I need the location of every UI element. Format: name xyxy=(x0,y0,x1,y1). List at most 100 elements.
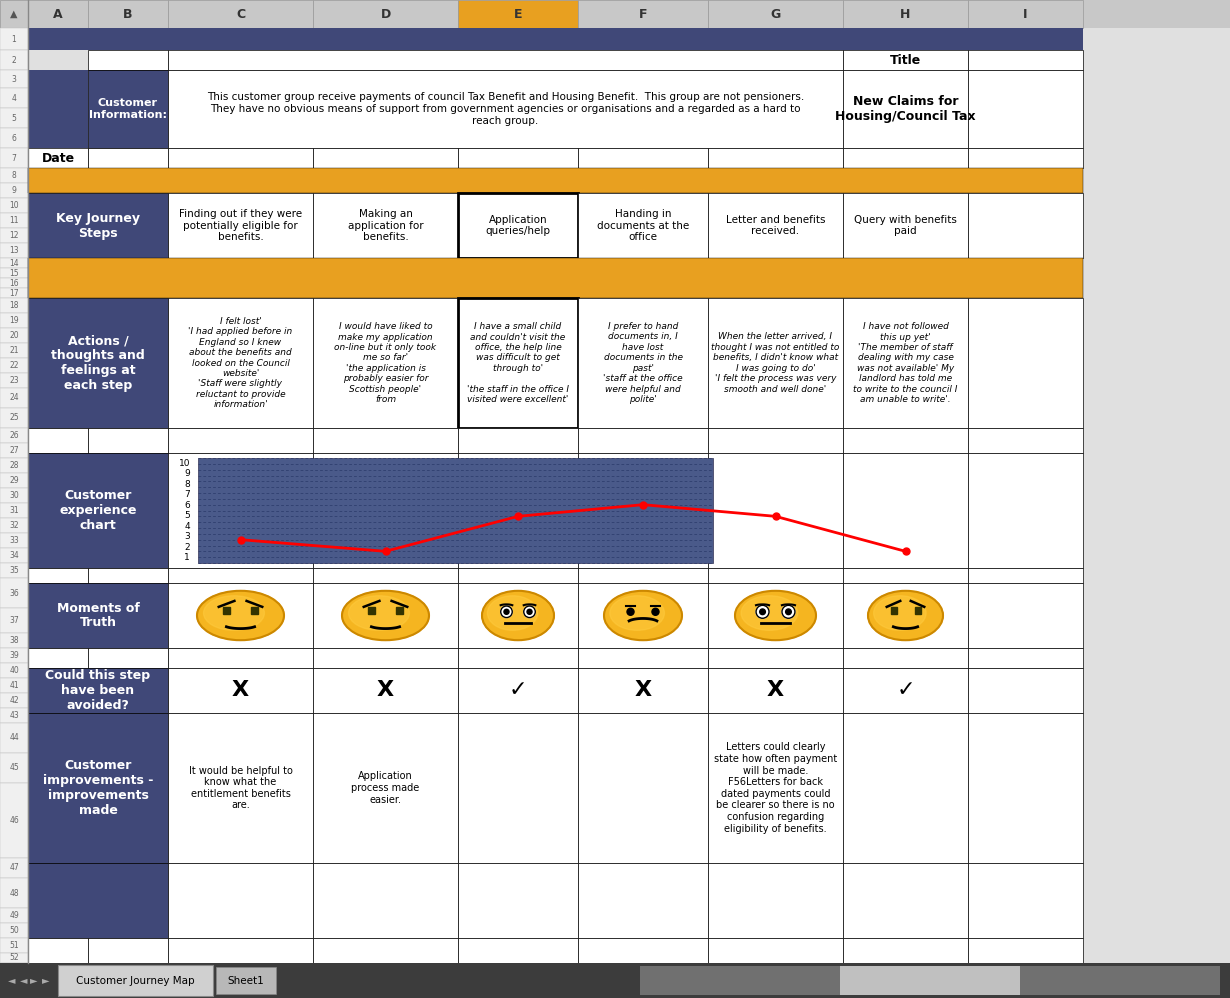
Text: 40: 40 xyxy=(9,666,18,675)
Bar xyxy=(312,568,458,583)
Bar xyxy=(28,168,1082,193)
Bar xyxy=(458,193,578,258)
Bar xyxy=(0,473,28,488)
Text: Customer
Information:: Customer Information: xyxy=(89,98,167,120)
Bar xyxy=(578,453,708,568)
Bar xyxy=(458,863,578,938)
Bar xyxy=(0,198,28,213)
Bar xyxy=(968,668,1082,713)
Text: 48: 48 xyxy=(9,888,18,897)
Bar xyxy=(0,663,28,678)
Circle shape xyxy=(526,609,533,615)
Text: Customer Journey Map: Customer Journey Map xyxy=(76,976,194,986)
Bar xyxy=(169,583,312,648)
Ellipse shape xyxy=(610,596,664,631)
Bar xyxy=(0,753,28,783)
Text: 49: 49 xyxy=(9,911,18,920)
Bar xyxy=(0,0,1230,28)
Bar xyxy=(169,148,312,168)
Text: 38: 38 xyxy=(9,636,18,645)
Text: 47: 47 xyxy=(9,863,18,872)
Bar xyxy=(368,608,375,614)
Bar xyxy=(708,428,843,453)
Bar xyxy=(169,0,312,28)
Bar xyxy=(708,298,843,428)
Text: 8: 8 xyxy=(11,171,16,180)
Bar xyxy=(28,668,169,713)
Bar xyxy=(0,168,28,183)
Bar xyxy=(914,608,920,614)
Text: 21: 21 xyxy=(10,346,18,355)
Ellipse shape xyxy=(868,591,943,640)
Text: 2: 2 xyxy=(11,56,16,65)
Bar xyxy=(968,428,1082,453)
Bar xyxy=(968,70,1082,148)
Text: This customer group receive payments of council Tax Benefit and Housing Benefit.: This customer group receive payments of … xyxy=(207,93,804,126)
Bar xyxy=(169,70,843,148)
Bar xyxy=(28,453,169,568)
Text: Query with benefits
paid: Query with benefits paid xyxy=(854,215,957,237)
Bar xyxy=(89,648,169,668)
Text: 10: 10 xyxy=(178,459,189,468)
Bar xyxy=(0,70,28,88)
Bar xyxy=(28,298,169,428)
Bar xyxy=(223,608,230,614)
Text: Key Journey
Steps: Key Journey Steps xyxy=(57,212,140,240)
Bar xyxy=(89,568,169,583)
Bar xyxy=(708,668,843,713)
Bar xyxy=(28,0,89,28)
Bar xyxy=(312,713,458,863)
Bar xyxy=(312,0,458,28)
Bar xyxy=(578,863,708,938)
Circle shape xyxy=(652,609,659,616)
Bar xyxy=(0,343,28,358)
Text: 13: 13 xyxy=(9,246,18,255)
Bar xyxy=(968,50,1082,70)
Text: G: G xyxy=(770,8,781,21)
Bar xyxy=(89,148,169,168)
Bar xyxy=(843,70,968,148)
Text: X: X xyxy=(635,681,652,701)
Bar xyxy=(312,428,458,453)
Bar xyxy=(0,608,28,633)
Bar xyxy=(28,648,89,668)
Text: 10: 10 xyxy=(9,201,18,210)
Text: Letters could clearly
state how often payment
will be made.
F56Letters for back
: Letters could clearly state how often pa… xyxy=(713,743,838,833)
Bar xyxy=(708,193,843,258)
Bar xyxy=(169,193,312,258)
Bar xyxy=(708,453,843,568)
Bar xyxy=(0,243,28,258)
Text: 30: 30 xyxy=(9,491,18,500)
Bar xyxy=(312,938,458,963)
Text: F: F xyxy=(638,8,647,21)
Text: I have a small child
and couldn't visit the
office, the help line
was difficult : I have a small child and couldn't visit … xyxy=(467,322,569,404)
Bar xyxy=(0,298,28,313)
Bar xyxy=(0,108,28,128)
Bar xyxy=(458,938,578,963)
Text: 41: 41 xyxy=(9,681,18,690)
Text: Date: Date xyxy=(42,152,75,165)
Bar xyxy=(0,548,28,563)
Text: Customer
experience
chart: Customer experience chart xyxy=(59,489,137,532)
Text: Making an
application for
benefits.: Making an application for benefits. xyxy=(348,209,423,243)
Bar xyxy=(169,668,312,713)
Bar xyxy=(0,0,28,28)
Text: When the letter arrived, I
thought I was not entitled to
benefits, I didn't know: When the letter arrived, I thought I was… xyxy=(711,332,840,393)
Bar xyxy=(312,583,458,648)
Bar xyxy=(58,965,213,996)
Bar xyxy=(968,0,1082,28)
Bar xyxy=(0,723,28,753)
Text: I felt lost'
'I had applied before in
England so I knew
about the benefits and
l: I felt lost' 'I had applied before in En… xyxy=(188,317,293,409)
Text: 1: 1 xyxy=(11,35,16,44)
Bar xyxy=(578,713,708,863)
Text: Finding out if they were
potentially eligible for
benefits.: Finding out if they were potentially eli… xyxy=(178,209,303,243)
Text: 18: 18 xyxy=(10,301,18,310)
Text: 7: 7 xyxy=(184,490,189,499)
Bar xyxy=(0,183,28,198)
Bar xyxy=(169,938,312,963)
Text: ▲: ▲ xyxy=(10,9,17,19)
Bar xyxy=(312,453,458,568)
Bar xyxy=(843,0,968,28)
Bar xyxy=(578,583,708,648)
Bar xyxy=(0,428,28,443)
